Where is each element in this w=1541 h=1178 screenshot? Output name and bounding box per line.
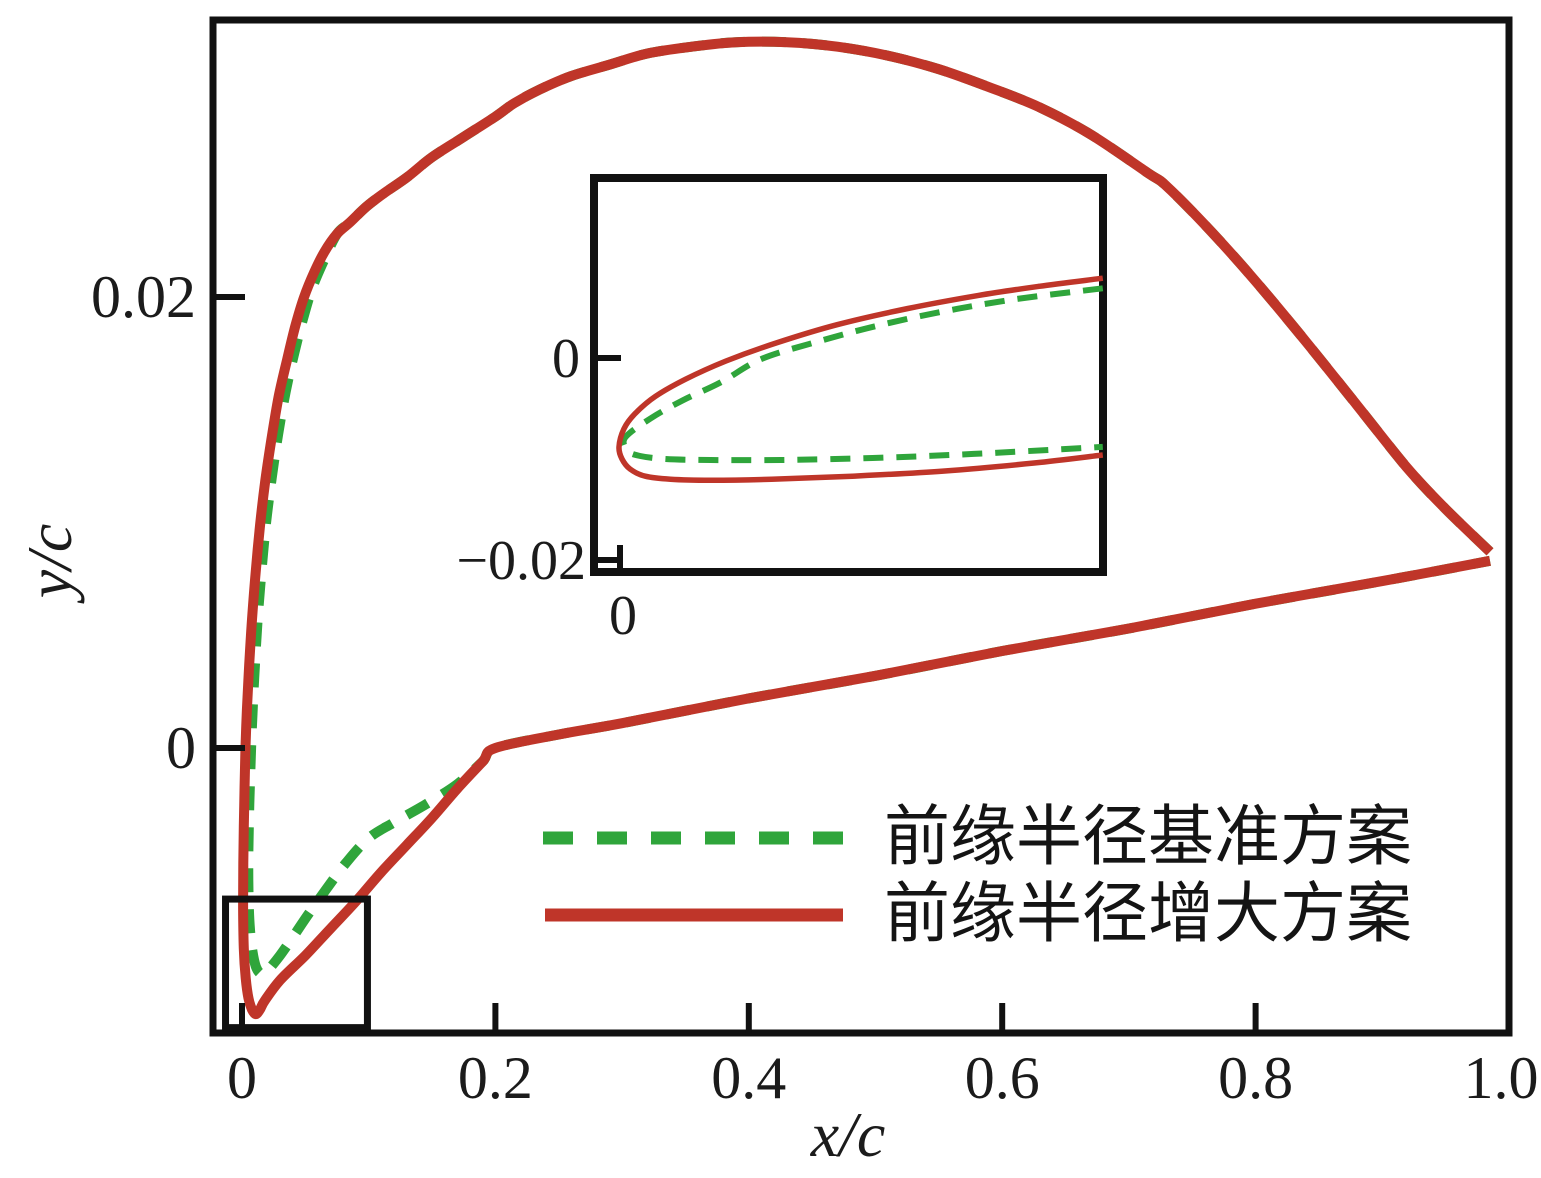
inset-ticks: 0 −0.02 0 xyxy=(456,328,637,647)
x-tick-label: 0.8 xyxy=(1218,1045,1293,1111)
inset-x-tick-label: 0 xyxy=(609,585,637,647)
y-axis-ticks: 0.02 0 xyxy=(91,264,245,781)
y-tick-label: 0 xyxy=(166,715,196,781)
increased-airfoil-curve xyxy=(238,36,1494,1020)
y-axis-label: y/c xyxy=(14,523,85,599)
inset-y-tick-label: 0 xyxy=(552,328,580,390)
zoom-region-rect xyxy=(222,895,371,1032)
x-axis-ticks: 0 0.2 0.4 0.6 0.8 1.0 xyxy=(227,1003,1539,1111)
inset-box xyxy=(590,174,1107,576)
inset-plot: 0 −0.02 0 xyxy=(456,174,1107,647)
legend-label-baseline: 前缘半径基准方案 xyxy=(884,801,1412,874)
inset-increased-curve xyxy=(616,275,1104,483)
x-tick-label: 0.4 xyxy=(711,1045,786,1111)
inset-baseline-curve xyxy=(620,285,1104,464)
x-axis-label: x/c xyxy=(810,1099,886,1170)
x-tick-label: 0 xyxy=(227,1045,257,1111)
y-tick-label: 0.02 xyxy=(91,264,196,330)
x-tick-label: 0.2 xyxy=(458,1045,533,1111)
plot-box xyxy=(209,16,1513,1037)
x-tick-label: 1.0 xyxy=(1464,1045,1539,1111)
inset-y-tick-label: −0.02 xyxy=(456,530,586,592)
legend-label-increased: 前缘半径增大方案 xyxy=(884,878,1412,951)
x-tick-label: 0.6 xyxy=(965,1045,1040,1111)
